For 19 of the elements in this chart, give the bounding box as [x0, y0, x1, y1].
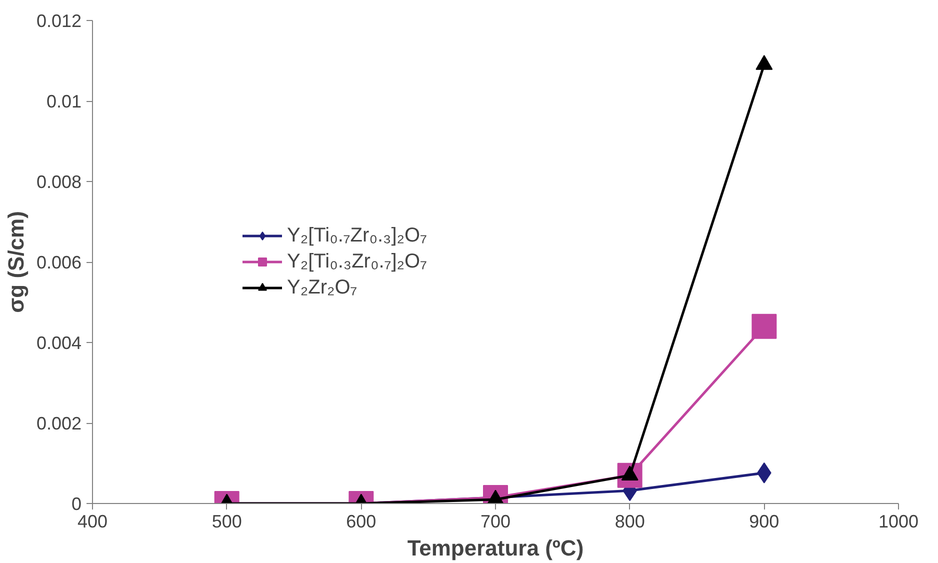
legend-label: Y₂Zr₂O₇ [287, 276, 358, 299]
x-tick-label: 800 [614, 512, 645, 532]
y-tick-label: 0.008 [36, 172, 82, 192]
x-tick-label: 500 [212, 512, 242, 532]
x-axis-title: Temperatura (ºC) [407, 536, 584, 560]
y-tick-label: 0.006 [36, 252, 82, 272]
y-tick-label: 0.012 [36, 11, 82, 31]
y-tick-label: 0.004 [36, 333, 82, 353]
y-tick-label: 0.002 [36, 414, 82, 434]
x-tick-label: 700 [480, 512, 511, 532]
y-tick-label: 0 [71, 494, 82, 514]
legend-label: Y₂[Ti₀.₃Zr₀.₇]₂O₇ [287, 250, 427, 273]
legend-label: Y₂[Ti₀.₇Zr₀.₃]₂O₇ [287, 224, 427, 247]
y-axis-title: σg (S/cm) [3, 211, 28, 313]
x-tick-label: 1000 [878, 512, 919, 532]
x-tick-label: 900 [749, 512, 780, 532]
x-tick-label: 600 [346, 512, 376, 532]
y-tick-label: 0.01 [46, 92, 82, 112]
x-tick-label: 400 [77, 512, 108, 532]
